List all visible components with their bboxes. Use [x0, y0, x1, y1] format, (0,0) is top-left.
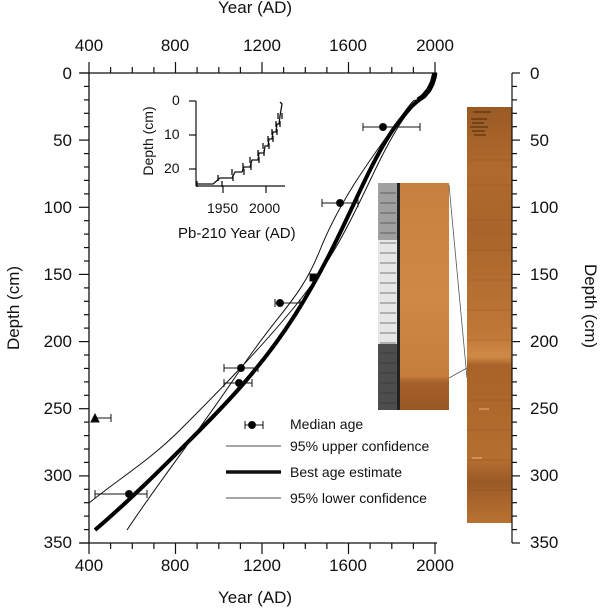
core-zoom-section	[378, 183, 449, 410]
legend-label-upper-confidence: 95% upper confidence	[290, 438, 430, 454]
right-y-tick-label: 50	[530, 131, 549, 150]
bottom-x-tick-label: 2000	[416, 556, 454, 575]
left-y-tick-label: 50	[53, 131, 72, 150]
inset-pb210-data	[196, 101, 283, 187]
outlier-point	[90, 412, 112, 423]
legend-label-lower-confidence: 95% lower confidence	[290, 490, 427, 506]
pb210-recent-segment	[416, 72, 438, 103]
right-y-tick-label: 250	[530, 399, 559, 418]
left-y-tick-label: 100	[43, 198, 72, 217]
right-y-axis-title: Depth (cm)	[581, 263, 600, 349]
top-x-axis-title: Year (AD)	[218, 0, 293, 17]
inset-y-axis-title: Depth (cm)	[140, 106, 156, 176]
right-y-tick-label: 300	[530, 466, 559, 485]
top-x-tick-label: 400	[74, 36, 104, 55]
data-point	[321, 199, 359, 207]
left-y-tick-label: 300	[43, 466, 72, 485]
bottom-x-tick-label: 800	[160, 556, 190, 575]
top-x-tick-label: 1600	[329, 36, 367, 55]
top-x-tick-label: 1200	[243, 36, 281, 55]
data-point	[223, 379, 253, 387]
inset-axes	[189, 100, 285, 193]
data-point	[223, 364, 259, 372]
inset-y-tick-label: 20	[164, 160, 180, 176]
inset-y-tick-label: 0	[172, 92, 180, 108]
full-core-image	[467, 107, 512, 523]
right-y-tick-label: 350	[530, 533, 559, 552]
median-age-points	[90, 123, 421, 498]
best-age-estimate-line	[93, 73, 436, 532]
inset-x-tick-label: 2000	[249, 200, 281, 216]
left-y-tick-label: 350	[43, 533, 72, 552]
bottom-x-tick-label: 1600	[329, 556, 367, 575]
top-x-ticks	[88, 62, 436, 73]
right-y-tick-label: 150	[530, 265, 559, 284]
top-x-tick-label: 800	[160, 36, 190, 55]
top-x-tick-label: 2000	[416, 36, 454, 55]
bottom-x-axis-title: Year (AD)	[218, 588, 293, 607]
left-y-tick-label: 150	[43, 265, 72, 284]
zoom-connector-lines	[448, 184, 468, 379]
bottom-x-tick-label: 400	[74, 556, 104, 575]
left-y-tick-label: 200	[43, 332, 72, 351]
left-y-tick-label: 250	[43, 399, 72, 418]
right-axis	[511, 72, 520, 544]
legend-label-best-age-estimate: Best age estimate	[290, 464, 403, 480]
data-point	[362, 123, 421, 131]
legend-label-median-age: Median age	[290, 416, 364, 432]
data-point	[309, 273, 318, 282]
inset-x-tick-label: 1950	[207, 200, 239, 216]
inset-x-axis-title: Pb-210 Year (AD)	[178, 225, 296, 242]
bottom-x-ticks	[88, 543, 436, 554]
left-y-axis-title: Depth (cm)	[4, 265, 23, 351]
data-point	[274, 299, 301, 307]
inset-y-tick-label: 10	[164, 126, 180, 142]
legend-symbols	[226, 421, 281, 499]
right-y-tick-label: 100	[530, 198, 559, 217]
left-y-ticks	[79, 72, 89, 544]
left-y-tick-label: 0	[62, 64, 72, 83]
main-axes	[80, 72, 437, 544]
ruler-ticks	[380, 192, 396, 404]
data-point	[94, 490, 148, 498]
right-y-tick-label: 0	[530, 64, 540, 83]
lower-confidence-line	[126, 73, 435, 531]
bottom-x-tick-label: 1200	[243, 556, 281, 575]
right-y-tick-label: 200	[530, 332, 559, 351]
